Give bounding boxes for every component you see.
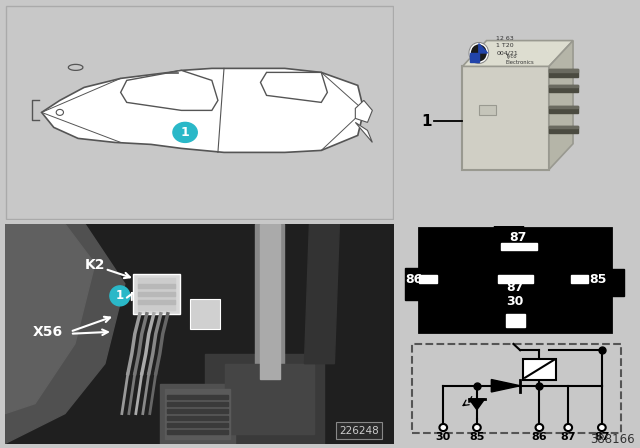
Polygon shape [470, 53, 479, 62]
Polygon shape [138, 292, 175, 296]
Polygon shape [5, 224, 125, 444]
Text: 85: 85 [589, 272, 607, 286]
Text: 87: 87 [509, 231, 527, 245]
Bar [611, 269, 624, 296]
Circle shape [173, 122, 197, 142]
Polygon shape [571, 275, 588, 283]
Polygon shape [225, 364, 314, 434]
Text: 388166: 388166 [590, 433, 635, 446]
Circle shape [440, 424, 447, 431]
Polygon shape [549, 69, 578, 72]
Bar [419, 228, 611, 332]
Text: 30: 30 [507, 295, 524, 308]
Bar [523, 359, 556, 379]
Circle shape [598, 424, 605, 431]
Circle shape [110, 286, 130, 306]
Polygon shape [167, 422, 228, 426]
Polygon shape [469, 399, 484, 410]
Text: 87: 87 [594, 432, 610, 442]
Bar [405, 268, 420, 300]
Bar [463, 66, 549, 169]
Polygon shape [138, 284, 175, 288]
Bar [412, 344, 621, 433]
Polygon shape [133, 274, 180, 314]
Polygon shape [498, 275, 532, 283]
Polygon shape [501, 243, 536, 250]
Polygon shape [167, 409, 228, 413]
Polygon shape [549, 126, 578, 134]
Polygon shape [549, 126, 578, 128]
Polygon shape [164, 388, 230, 439]
Text: 1: 1 [116, 289, 124, 302]
Polygon shape [549, 85, 578, 87]
Circle shape [469, 43, 488, 63]
Text: 85: 85 [469, 432, 484, 442]
Polygon shape [492, 379, 520, 392]
Text: 1: 1 [422, 113, 432, 129]
Circle shape [56, 109, 63, 116]
Polygon shape [479, 104, 496, 115]
Text: 30: 30 [436, 432, 451, 442]
Polygon shape [189, 299, 220, 329]
Circle shape [473, 424, 481, 431]
Polygon shape [160, 383, 235, 444]
Polygon shape [42, 69, 364, 152]
Polygon shape [549, 41, 573, 169]
Text: 86: 86 [532, 432, 547, 442]
Bar [494, 220, 523, 229]
Text: 86: 86 [405, 272, 422, 286]
Polygon shape [205, 354, 324, 444]
Text: 12 63
1 T20
004/21: 12 63 1 T20 004/21 [496, 36, 518, 55]
Polygon shape [305, 224, 339, 364]
Polygon shape [167, 430, 228, 434]
Polygon shape [138, 300, 175, 304]
Polygon shape [506, 314, 525, 327]
Text: 226248: 226248 [340, 426, 380, 435]
Text: K2: K2 [85, 258, 106, 272]
Text: 87: 87 [561, 432, 576, 442]
Polygon shape [260, 73, 328, 103]
Text: 1: 1 [180, 126, 189, 139]
Polygon shape [167, 416, 228, 420]
Polygon shape [167, 401, 228, 405]
Polygon shape [355, 100, 372, 122]
Polygon shape [549, 85, 578, 92]
Polygon shape [167, 395, 228, 399]
Circle shape [564, 424, 572, 431]
Circle shape [536, 424, 543, 431]
Polygon shape [121, 70, 218, 110]
Polygon shape [355, 122, 372, 142]
Polygon shape [549, 69, 578, 77]
Polygon shape [5, 224, 394, 444]
Polygon shape [260, 224, 280, 379]
Text: 87: 87 [507, 280, 524, 294]
Polygon shape [463, 41, 573, 66]
Polygon shape [255, 224, 285, 383]
Polygon shape [138, 278, 175, 310]
Polygon shape [5, 224, 95, 414]
Polygon shape [419, 275, 436, 283]
Text: X56: X56 [33, 325, 63, 339]
Polygon shape [549, 106, 578, 108]
Text: Tyco
Electronics: Tyco Electronics [506, 54, 534, 65]
Polygon shape [549, 106, 578, 113]
Polygon shape [479, 43, 488, 53]
